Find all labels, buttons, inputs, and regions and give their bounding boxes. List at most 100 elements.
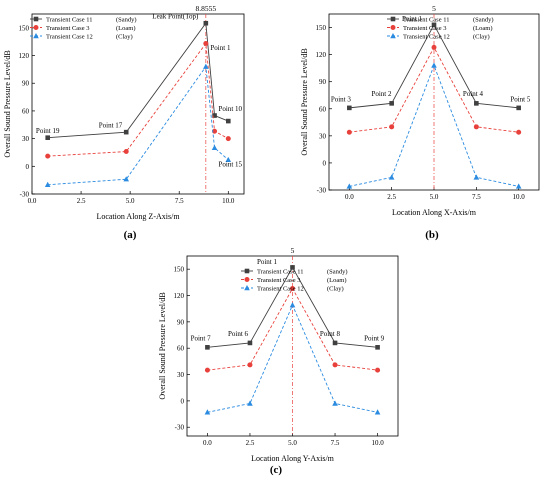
data-point <box>203 41 209 47</box>
data-point <box>332 400 338 406</box>
x-tick-label: 0.0 <box>28 197 37 205</box>
data-point <box>225 156 232 163</box>
x-tick-label: 10.0 <box>513 193 526 201</box>
legend-tag: (Loam) <box>116 25 136 32</box>
x-tick-label: 10.0 <box>371 439 384 447</box>
panel-label: (c) <box>270 464 283 476</box>
x-tick-label: 5.0 <box>126 197 135 205</box>
y-tick-label: 120 <box>316 51 327 59</box>
point-annotation: Point 1 <box>402 15 423 23</box>
data-point <box>375 345 380 350</box>
point-annotation: Point 3 <box>331 96 352 104</box>
chart-panel-c: -30 0 30 60 90 120 150 0.0 2.5 5.0 7.5 10.0 Location… <box>158 246 399 476</box>
legend-tag: (Sandy) <box>473 16 494 23</box>
data-point <box>247 340 253 346</box>
legend: Transient Case 11 (Sandy) Transient Case 3… <box>30 16 137 40</box>
legend-marker <box>33 16 39 22</box>
x-tick-label: 5.0 <box>288 439 297 447</box>
chart-panel-a: -30 0 30 60 90 120 150 0.0 2.5 5.0 7.5 10.0 Location… <box>3 4 245 241</box>
legend-tag: (Sandy) <box>327 268 348 275</box>
data-point <box>431 22 437 28</box>
y-tick-label: 60 <box>319 105 327 113</box>
data-point <box>123 149 129 155</box>
data-point <box>473 124 479 130</box>
legend-label: Transient Case 3 <box>257 277 300 284</box>
data-point <box>205 345 210 350</box>
data-point <box>332 340 338 346</box>
x-axis-label: Location Along Y-Axis/m <box>251 454 335 463</box>
y-tick-label: 0 <box>26 163 30 171</box>
legend-label: Transient Case 12 <box>46 33 93 40</box>
x-tick-label: 2.5 <box>387 193 396 201</box>
y-tick-label: -30 <box>20 191 30 199</box>
legend: Transient Case 11 (Sandy) Transient Case 3… <box>387 16 494 40</box>
data-point <box>346 183 353 189</box>
legend-tag: (Clay) <box>327 285 344 292</box>
legend-tag: (Loam) <box>473 25 493 32</box>
data-point <box>290 265 295 270</box>
y-tick-label: 60 <box>177 345 185 353</box>
data-point <box>516 129 522 135</box>
point-annotation: Point 17 <box>99 122 123 130</box>
data-point <box>516 105 521 111</box>
data-point <box>203 63 209 69</box>
data-point <box>123 129 129 135</box>
plot-frame <box>31 13 245 195</box>
data-point <box>45 135 51 140</box>
legend-label: Transient Case 12 <box>403 33 450 40</box>
data-point <box>389 124 395 130</box>
x-tick-label: 7.5 <box>175 197 184 205</box>
y-tick-label: 0 <box>323 159 327 167</box>
data-point <box>45 153 51 159</box>
x-tick-label: 10.0 <box>222 197 235 205</box>
data-point <box>474 101 479 106</box>
reference-line-label: 5 <box>432 4 436 13</box>
legend-label: Transient Case 3 <box>403 25 446 32</box>
legend-marker <box>390 33 396 39</box>
y-axis-label: Overall Sound Pressure Level/dB <box>158 292 167 399</box>
data-point <box>347 105 352 111</box>
legend-marker <box>244 285 250 291</box>
data-point <box>346 129 352 135</box>
point-annotation: Point 19 <box>36 127 60 135</box>
legend-label: Transient Case 11 <box>257 268 303 275</box>
point-annotation: Point 4 <box>463 90 484 98</box>
x-tick-label: 0.0 <box>203 439 212 447</box>
data-point <box>290 285 295 291</box>
data-point <box>212 113 217 118</box>
data-point <box>332 362 338 368</box>
panel-label: (b) <box>425 229 439 241</box>
y-axis-label: Overall Sound Pressure Level/dB <box>300 48 309 155</box>
legend-label: Transient Case 3 <box>46 25 89 32</box>
data-point <box>247 400 253 406</box>
y-tick-label: 30 <box>319 132 327 140</box>
legend-marker <box>33 33 39 39</box>
x-tick-label: 7.5 <box>331 439 340 447</box>
point-annotation: Point 7 <box>191 334 212 342</box>
x-tick-label: 0.0 <box>345 193 354 201</box>
legend-marker <box>244 277 250 282</box>
point-annotation: Point 5 <box>510 96 531 104</box>
x-axis-label: Location Along Z-Axis/m <box>96 212 180 221</box>
legend-marker <box>244 268 250 274</box>
data-point <box>203 20 209 26</box>
legend: Transient Case 11 (Sandy) Transient Case 3… <box>241 268 348 292</box>
data-point <box>515 183 522 189</box>
y-tick-label: 150 <box>19 24 30 32</box>
data-point <box>289 302 296 308</box>
y-tick-label: 90 <box>319 78 327 86</box>
data-point <box>225 118 231 124</box>
point-annotation: Point 2 <box>371 90 392 98</box>
point-annotation: Leak Point(Top) <box>152 13 199 21</box>
x-tick-label: 2.5 <box>246 439 255 447</box>
x-tick-label: 7.5 <box>472 193 481 201</box>
point-annotation: Point 9 <box>364 334 385 342</box>
legend-label: Transient Case 11 <box>403 16 449 23</box>
legend-marker <box>390 25 396 30</box>
reference-line-label: 5 <box>291 246 295 255</box>
y-tick-label: -30 <box>317 187 327 195</box>
y-axis-label: Overall Sound Pressure Level/dB <box>3 50 12 157</box>
y-tick-label: 150 <box>174 266 185 274</box>
y-tick-label: 30 <box>177 371 185 379</box>
